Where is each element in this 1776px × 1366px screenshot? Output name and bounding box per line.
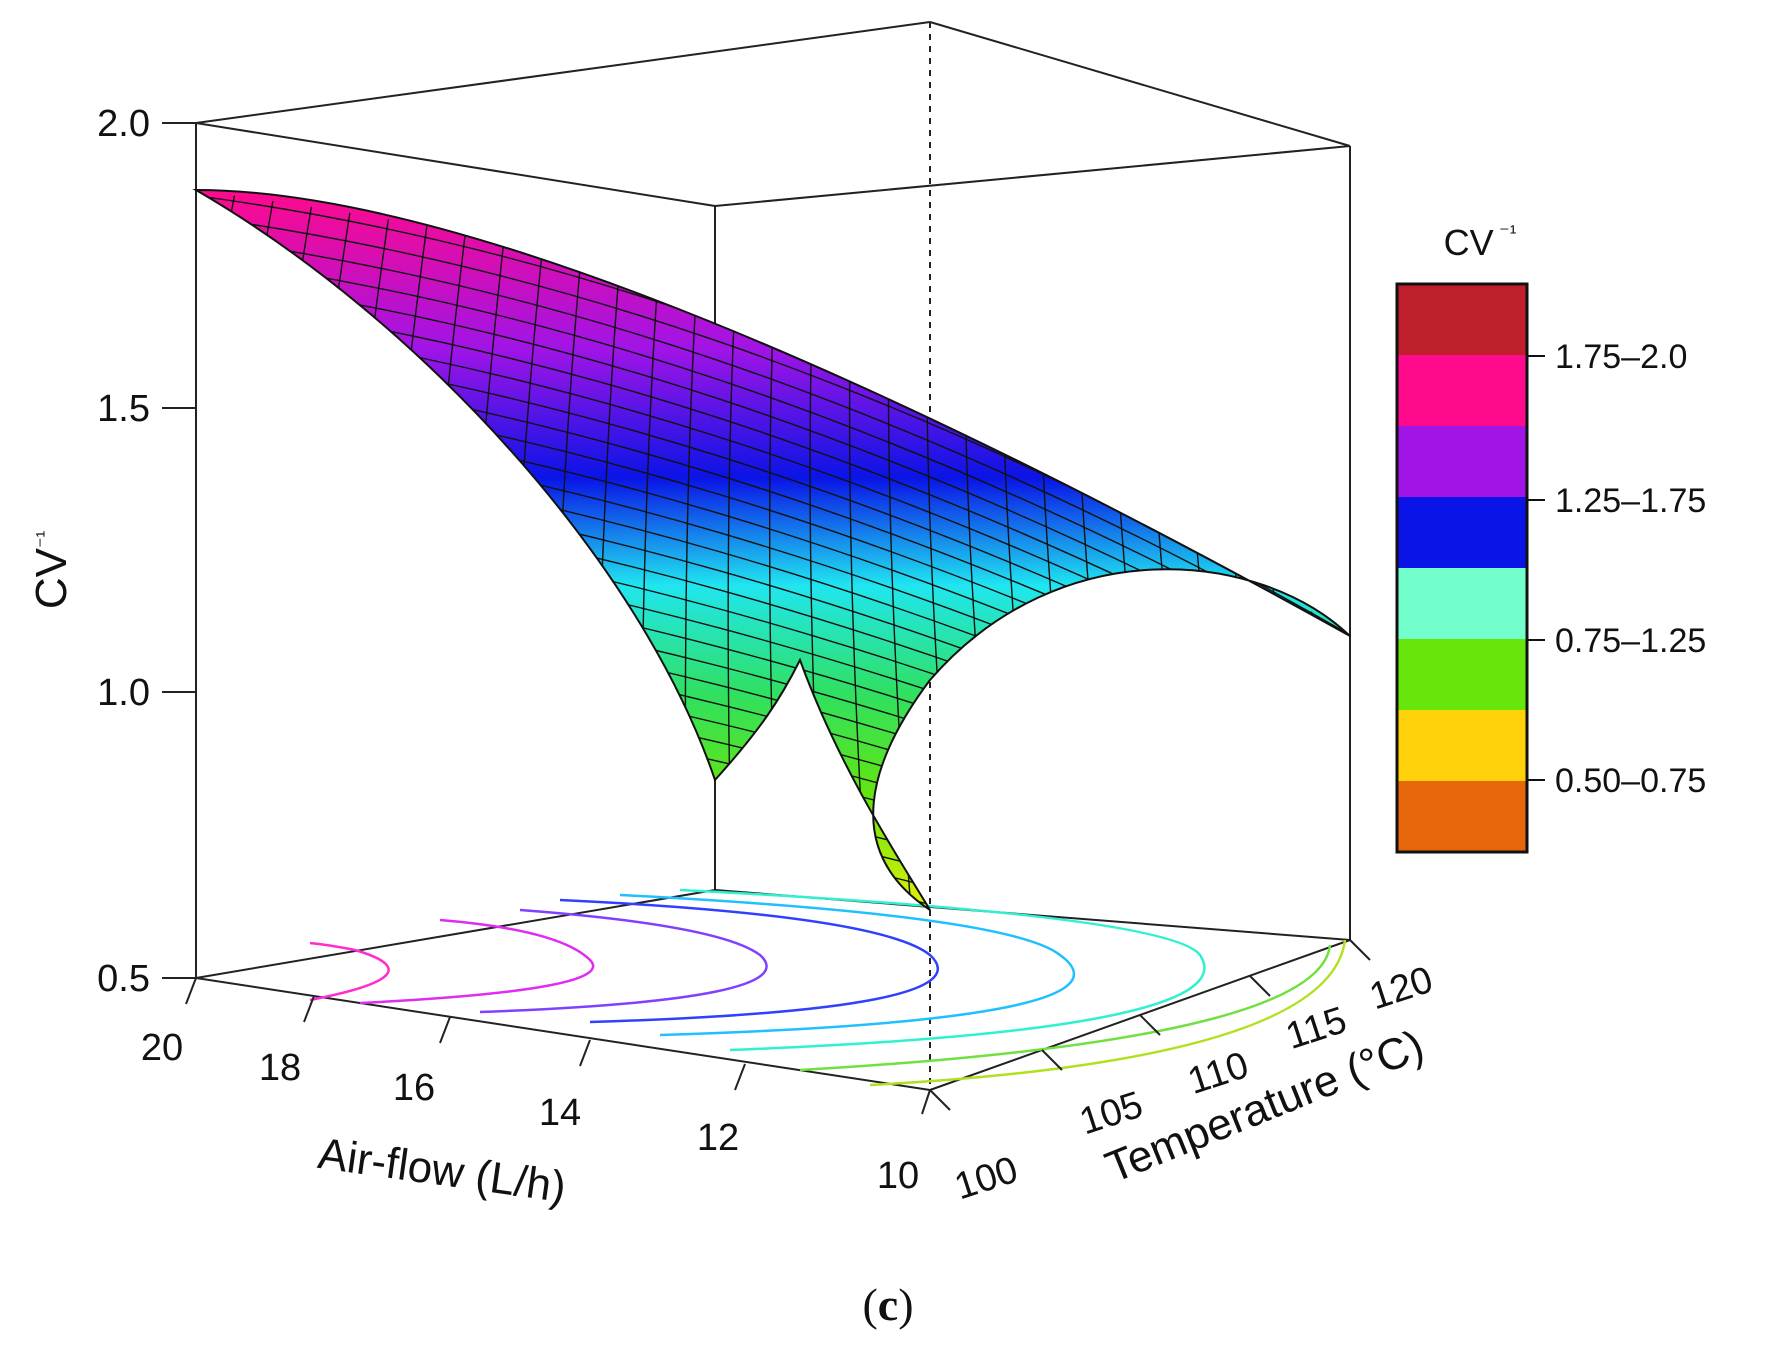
legend-title: CV ⁻¹ bbox=[1444, 222, 1517, 263]
box-edge-top-back bbox=[195, 21, 931, 124]
legend-band bbox=[1397, 284, 1527, 356]
legend-border bbox=[1395, 282, 1529, 854]
surface-mesh-line bbox=[196, 230, 1350, 679]
legend-label: 1.25–1.75 bbox=[1555, 482, 1706, 520]
z-axis-title-exponent: ⁻¹ bbox=[33, 530, 55, 548]
contour-line bbox=[359, 918, 595, 1005]
y-tick-mark bbox=[1139, 1014, 1161, 1036]
y-axis bbox=[929, 939, 1371, 1111]
x-tick-mark bbox=[579, 1039, 591, 1067]
surface-mesh-line bbox=[196, 664, 1350, 910]
legend-label: 0.75–1.25 bbox=[1555, 622, 1706, 660]
caption-open: ( bbox=[862, 1279, 877, 1330]
surface-mesh-line bbox=[196, 726, 1350, 910]
surface-mesh-line bbox=[263, 212, 351, 910]
x-axis-title: Air-flow (L/h) bbox=[315, 1129, 569, 1212]
y-tick-mark bbox=[1041, 1049, 1063, 1071]
x-tick-label: 20 bbox=[141, 1027, 183, 1069]
box-edge-floor-front-left bbox=[195, 977, 931, 1091]
surface-mesh-line bbox=[196, 705, 1350, 910]
x-tick-label: 18 bbox=[259, 1047, 301, 1089]
surface-mesh-line bbox=[887, 372, 926, 910]
legend-band bbox=[1397, 426, 1527, 498]
box-edge-top-front bbox=[714, 145, 1351, 207]
surface-mesh-line bbox=[1272, 587, 1350, 910]
surface-mesh-line bbox=[196, 200, 274, 902]
surface-mesh-line bbox=[310, 219, 390, 910]
surface-mesh-line bbox=[848, 354, 878, 910]
legend-band bbox=[1397, 568, 1527, 640]
y-tick-label: 120 bbox=[1365, 959, 1438, 1019]
y-tick-mark bbox=[1349, 939, 1371, 961]
x-tick-mark bbox=[303, 995, 315, 1023]
y-axis-title: Temperature (°C) bbox=[1099, 1021, 1431, 1193]
contour-line bbox=[309, 941, 390, 1002]
z-tick-label: 2.0 bbox=[97, 103, 150, 145]
caption-close: ) bbox=[898, 1279, 913, 1330]
contour-line bbox=[869, 939, 1347, 1087]
surface-mesh-line bbox=[196, 685, 1350, 910]
y-tick-label: 100 bbox=[950, 1149, 1023, 1209]
legend-ticks bbox=[1527, 355, 1545, 781]
x-tick-mark bbox=[921, 1089, 931, 1115]
surface bbox=[192, 188, 1351, 911]
box-edge-top-right bbox=[929, 21, 1351, 147]
y-tick-mark bbox=[929, 1089, 951, 1111]
figure-caption: (c) bbox=[862, 1279, 913, 1330]
legend-label: 1.75–2.0 bbox=[1555, 338, 1687, 376]
legend-band bbox=[1397, 355, 1527, 427]
surface-mesh-line bbox=[196, 195, 236, 896]
surface-mesh-line bbox=[196, 747, 1350, 910]
surface-mesh-line bbox=[216, 206, 313, 907]
floor-contours bbox=[309, 888, 1347, 1087]
caption-letter: c bbox=[878, 1279, 898, 1330]
legend-title-exponent: ⁻¹ bbox=[1494, 222, 1517, 244]
z-tick-label: 1.5 bbox=[97, 388, 150, 430]
contour-line bbox=[559, 898, 939, 1024]
z-axis-title: CV⁻¹ bbox=[27, 530, 76, 609]
surface-mesh-line bbox=[768, 322, 784, 910]
x-axis bbox=[185, 977, 931, 1115]
x-tick-mark bbox=[439, 1016, 451, 1044]
legend-color-bar bbox=[1397, 284, 1527, 853]
surface-patch bbox=[192, 188, 1351, 911]
x-tick-label: 10 bbox=[877, 1155, 919, 1197]
surface-mesh-line bbox=[196, 190, 197, 891]
legend-label: 0.50–0.75 bbox=[1555, 762, 1706, 800]
contour-line bbox=[619, 893, 1076, 1037]
contour-line bbox=[799, 944, 1332, 1072]
surface-mesh-line bbox=[809, 338, 831, 910]
legend-band bbox=[1397, 781, 1527, 853]
legend-band bbox=[1397, 710, 1527, 782]
contour-line bbox=[679, 888, 1206, 1052]
x-tick-mark bbox=[185, 977, 197, 1005]
x-tick-labels: 20 18 16 14 12 10 bbox=[141, 1027, 919, 1197]
legend-title-base: CV bbox=[1444, 222, 1494, 263]
z-tick-label: 0.5 bbox=[97, 958, 150, 1000]
surface-mesh-line bbox=[196, 788, 1350, 910]
x-tick-mark bbox=[734, 1063, 746, 1091]
z-axis: 2.0 1.5 1.0 0.5 CV⁻¹ bbox=[27, 103, 196, 1000]
legend-band bbox=[1397, 497, 1527, 569]
y-tick-mark bbox=[1249, 975, 1271, 997]
z-axis-title-base: CV bbox=[27, 547, 76, 609]
legend: CV ⁻¹ 1.75–2.0 1.25–1.75 0.75–1.25 0.50–… bbox=[1395, 222, 1706, 854]
legend-band bbox=[1397, 639, 1527, 711]
contour-line bbox=[479, 908, 768, 1014]
x-tick-label: 16 bbox=[393, 1067, 435, 1109]
x-tick-label: 12 bbox=[697, 1117, 739, 1159]
x-tick-label: 14 bbox=[539, 1092, 581, 1134]
box-edge-top-left bbox=[195, 122, 716, 207]
surface-mesh-line bbox=[1233, 563, 1350, 910]
z-tick-label: 1.0 bbox=[97, 672, 150, 714]
